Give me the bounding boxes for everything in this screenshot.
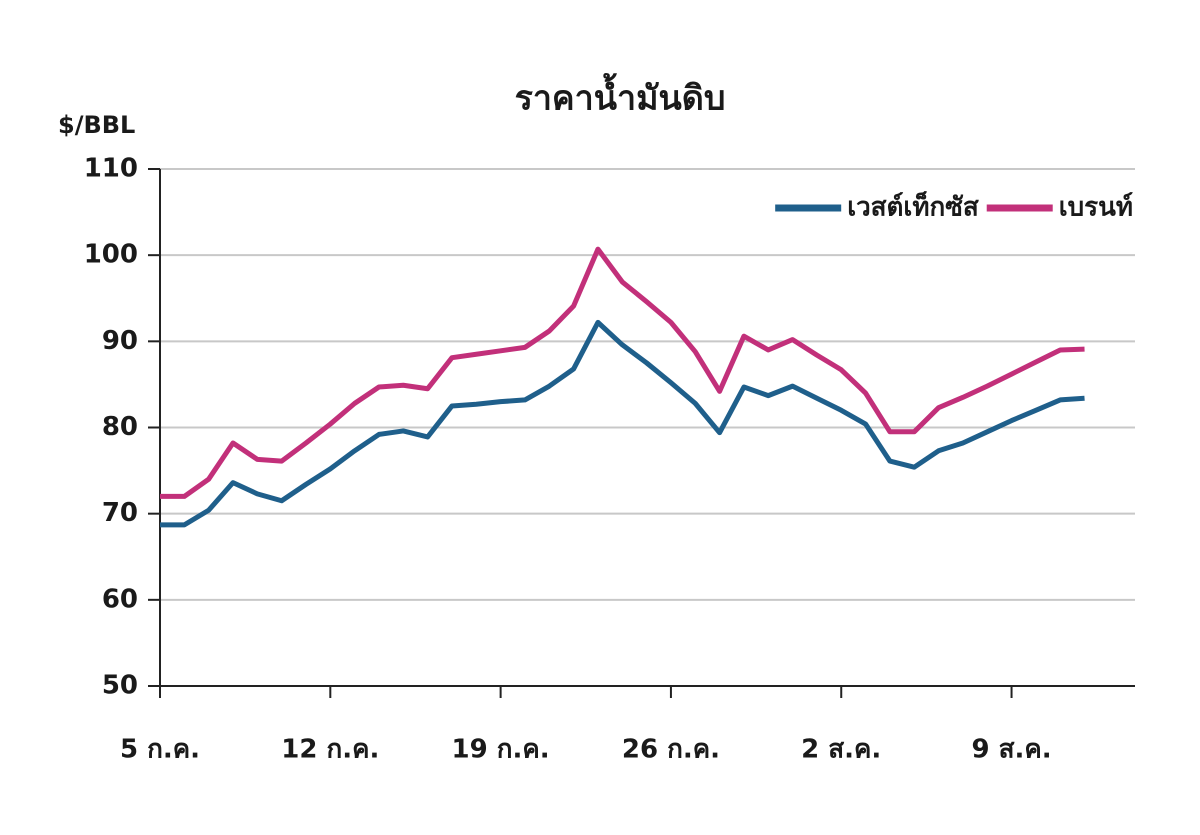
chart-title: ราคาน้ำมันดิบ	[515, 73, 726, 119]
legend-label: เบรนท์	[1059, 192, 1133, 223]
x-tick-label: 9 ส.ค.	[971, 735, 1051, 765]
y-tick-label: 90	[102, 326, 138, 356]
x-tick-label: 5 ก.ค.	[120, 735, 200, 765]
y-tick-label: 100	[84, 240, 138, 270]
x-tick-label: 12 ก.ค.	[281, 735, 379, 765]
series-line	[160, 319, 1085, 528]
y-tick-label: 80	[102, 412, 138, 442]
y-axis-label: $/BBL	[58, 111, 135, 139]
series-line	[160, 246, 1085, 499]
y-tick-label: 110	[84, 154, 138, 184]
y-tick-label: 50	[102, 671, 138, 701]
x-tick-label: 26 ก.ค.	[622, 735, 720, 765]
y-tick-label: 60	[102, 584, 138, 614]
x-tick-label: 2 ส.ค.	[801, 735, 881, 765]
x-tick-label: 19 ก.ค.	[452, 735, 550, 765]
y-tick-label: 70	[102, 498, 138, 528]
legend-label: เวสต์เท็กซัส	[847, 191, 979, 223]
